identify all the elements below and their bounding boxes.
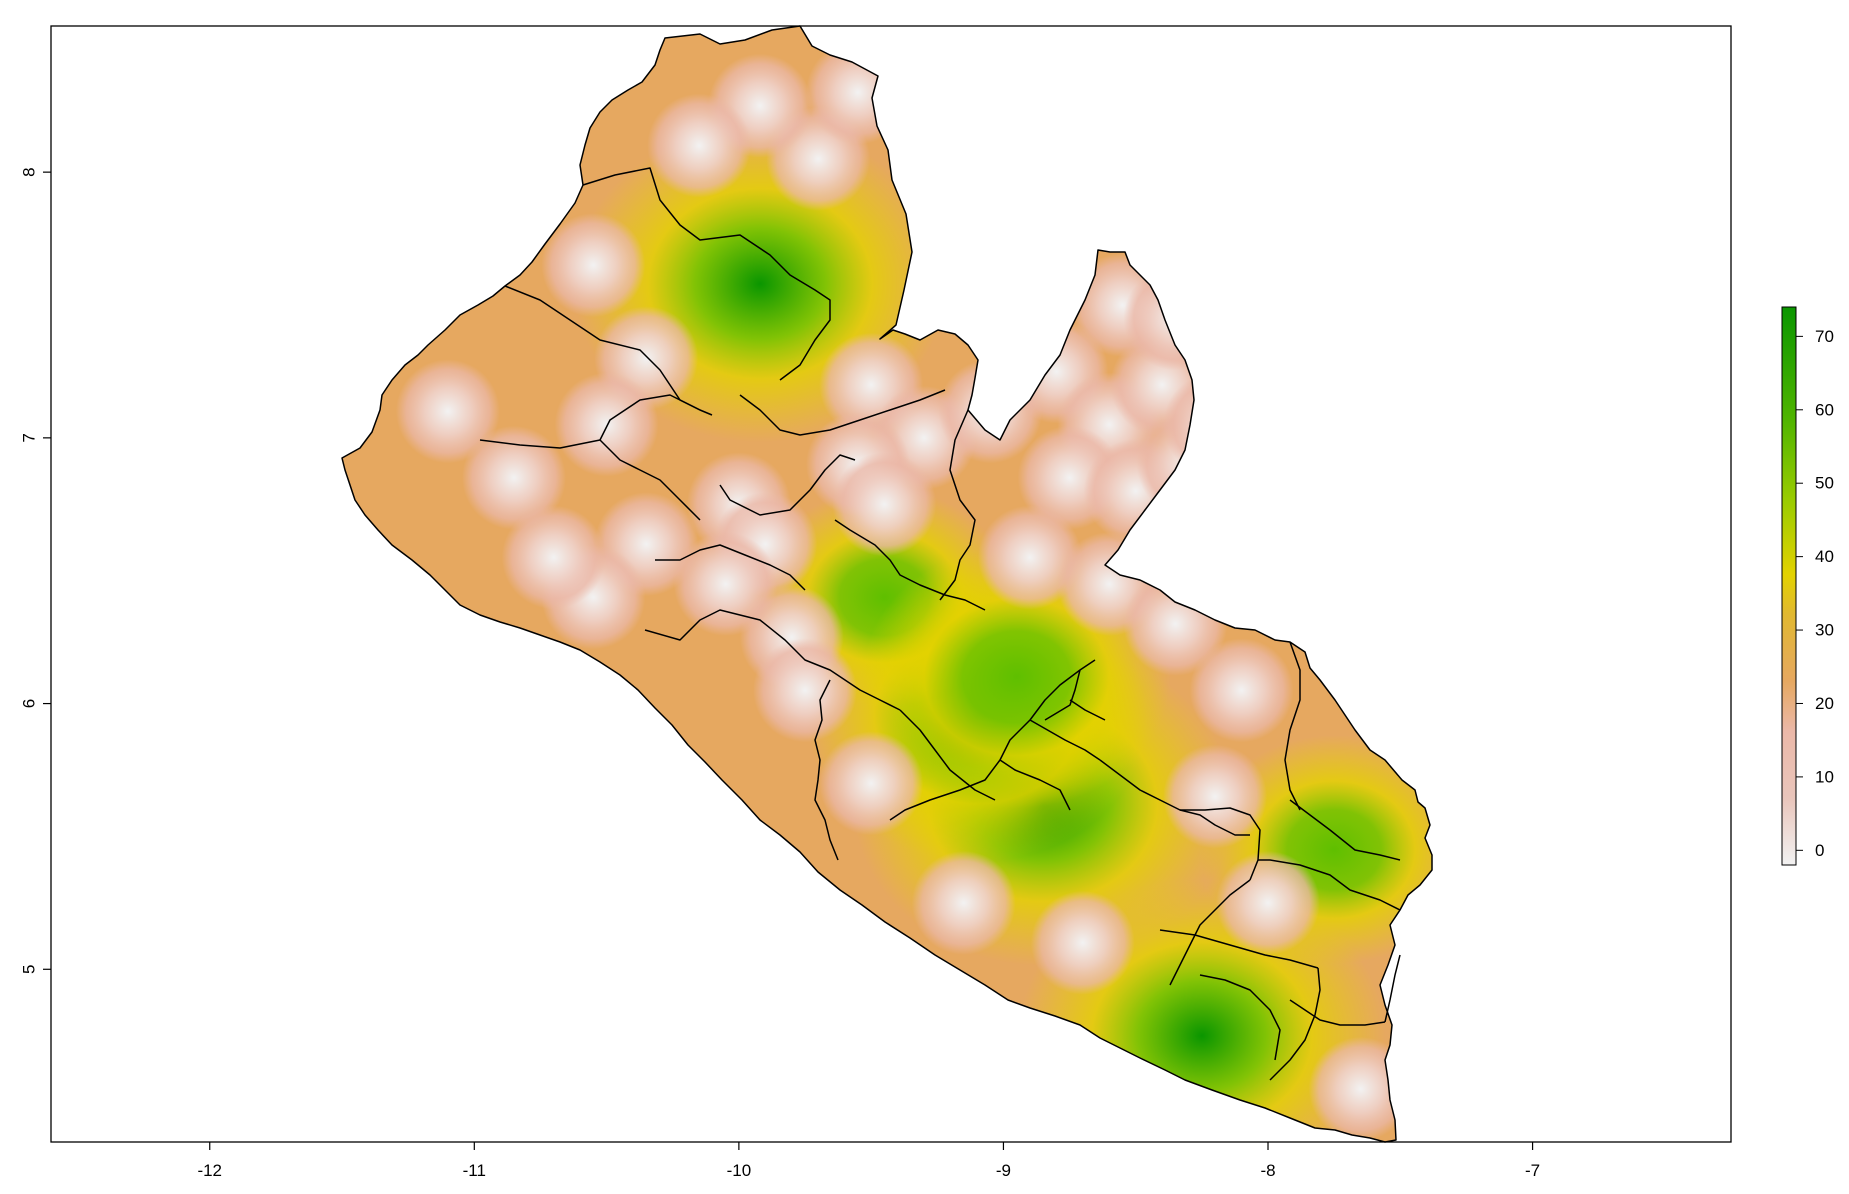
district-boundary-16 <box>1069 699 1106 721</box>
district-boundary-17 <box>1099 759 1261 881</box>
district-boundary-5 <box>739 389 946 436</box>
district-boundary-15 <box>899 709 996 801</box>
district-boundary-19 <box>1258 859 1401 911</box>
color-legend: 0 10 20 30 40 50 60 70 <box>1781 306 1834 866</box>
cold-spot-19 <box>819 731 924 836</box>
cold-spot-32 <box>1189 478 1294 583</box>
district-boundary-26 <box>1384 954 1401 1023</box>
cold-spot-35 <box>1163 744 1268 849</box>
cold-spot-4 <box>541 213 646 318</box>
country-outline <box>341 25 1433 1143</box>
y-tick-label: 6 <box>20 699 39 708</box>
district-boundary-12 <box>999 759 1071 811</box>
plot-frame <box>50 25 1732 1143</box>
cold-spot-6 <box>554 372 659 477</box>
x-tick-label: -8 <box>1260 1161 1275 1180</box>
district-boundary-13 <box>1044 669 1081 721</box>
district-boundary-6 <box>939 409 976 601</box>
boundary-layer <box>341 25 1433 1143</box>
y-tick-label: 5 <box>20 965 39 974</box>
y-axis: 5 6 7 8 <box>20 167 51 974</box>
cold-spot-36 <box>1216 850 1321 955</box>
cold-spot-3 <box>647 93 752 198</box>
legend-tick-label: 40 <box>1815 547 1834 566</box>
cold-spot-34 <box>1189 638 1294 743</box>
cold-spot-27 <box>977 505 1082 610</box>
district-boundary-18 <box>1169 879 1251 986</box>
y-tick-label: 7 <box>20 433 39 442</box>
district-boundary-2 <box>479 439 701 521</box>
legend-tick-label: 30 <box>1815 621 1834 640</box>
district-boundary-23 <box>1269 967 1321 1081</box>
legend-colorbar <box>1781 306 1797 866</box>
y-tick-label: 8 <box>20 167 39 176</box>
cold-spot-16 <box>501 505 606 610</box>
legend-tick-label: 60 <box>1815 400 1834 419</box>
cold-spot-18 <box>753 638 858 743</box>
district-boundary-8 <box>655 544 806 591</box>
cold-spot-39 <box>1030 890 1135 995</box>
legend-tick-label: 10 <box>1815 767 1834 786</box>
legend-tick-label: 0 <box>1815 841 1824 860</box>
cold-spot-layer <box>395 40 1413 1141</box>
district-boundary-24 <box>1289 999 1386 1026</box>
district-boundary-0 <box>582 167 831 381</box>
legend-tick-label: 20 <box>1815 694 1834 713</box>
cold-spot-7 <box>395 359 500 464</box>
district-boundary-27 <box>1284 641 1301 811</box>
x-tick-label: -9 <box>996 1161 1011 1180</box>
district-boundary-11 <box>889 659 1096 821</box>
cold-spot-8 <box>461 425 566 530</box>
district-boundary-25 <box>1199 974 1281 1061</box>
district-boundary-3 <box>599 394 701 441</box>
district-boundary-4 <box>719 454 856 516</box>
cold-spot-37 <box>1308 1036 1413 1141</box>
district-boundary-22 <box>1159 929 1319 969</box>
cold-spot-38 <box>911 850 1016 955</box>
legend-tick-label: 50 <box>1815 474 1834 493</box>
x-tick-label: -12 <box>197 1161 222 1180</box>
cold-spot-12 <box>832 452 937 557</box>
district-boundary-21 <box>1179 809 1250 836</box>
legend-tick-label: 70 <box>1815 327 1834 346</box>
cold-spot-30 <box>1123 266 1228 371</box>
x-axis: -12 -11 -10 -9 -8 -7 <box>197 1142 1540 1180</box>
legend-ticks: 0 10 20 30 40 50 60 70 <box>1796 327 1834 860</box>
district-boundary-9 <box>644 609 901 711</box>
x-tick-label: -11 <box>463 1161 486 1180</box>
x-tick-label: -10 <box>727 1161 752 1180</box>
district-boundary-10 <box>814 679 839 861</box>
district-boundary-14 <box>1029 719 1101 761</box>
cold-spot-2 <box>805 40 910 145</box>
district-boundary-7 <box>834 519 986 611</box>
x-tick-label: -7 <box>1525 1161 1540 1180</box>
district-boundary-20 <box>1289 799 1401 861</box>
